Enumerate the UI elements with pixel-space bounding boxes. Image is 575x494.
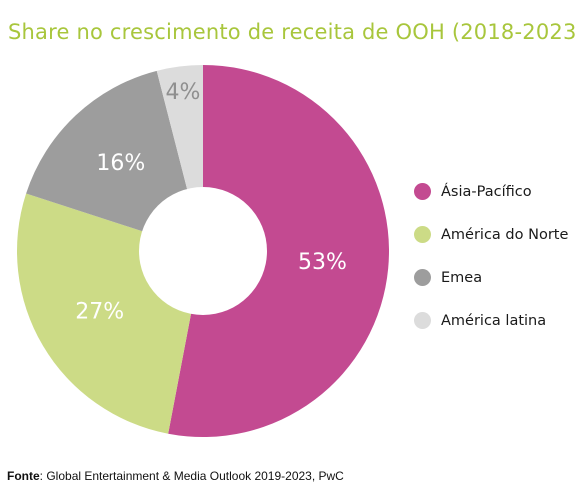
legend-item-emea: Emea [414,256,568,299]
legend-swatch [414,226,431,243]
legend-label: América do Norte [441,226,569,243]
slice-value-label: 16% [96,151,145,176]
legend-label: Ásia-Pacífico [441,183,532,200]
legend-swatch [414,183,431,200]
slice-value-label: 53% [298,250,347,275]
source-label: Fonte [7,469,40,483]
legend-item-america-do-norte: América do Norte [414,213,568,256]
legend-item-asia-pacifico: Ásia-Pacífico [414,170,568,213]
chart-title: Share no crescimento de receita de OOH (… [8,20,575,44]
source-note: Fonte: Global Entertainment & Media Outl… [7,469,344,483]
legend-swatch [414,312,431,329]
pie-slice [168,65,390,438]
source-text: : Global Entertainment & Media Outlook 2… [39,469,344,483]
legend-label: América latina [441,312,547,329]
slice-value-label: 27% [75,300,124,325]
slice-labels: 53% 27% 16% 4% [75,80,347,325]
legend-label: Emea [441,269,483,286]
donut-hole [139,187,267,315]
legend: Ásia-Pacífico América do Norte Emea Amér… [414,170,568,342]
slice-value-label: 4% [165,80,200,105]
legend-item-america-latina: América latina [414,299,568,342]
legend-swatch [414,269,431,286]
